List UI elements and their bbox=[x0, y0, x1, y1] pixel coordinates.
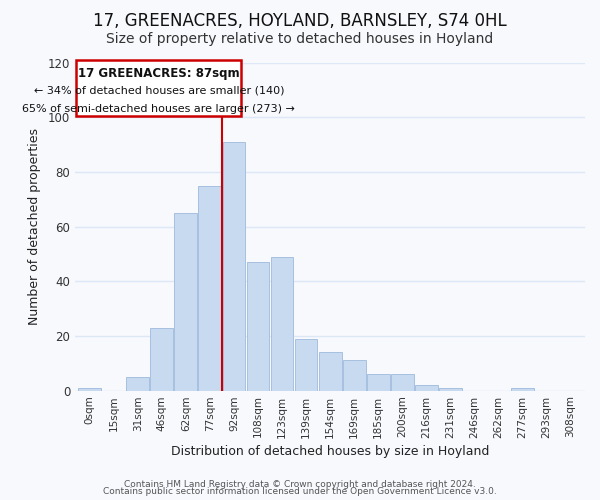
Bar bbox=[367, 374, 389, 390]
Bar bbox=[391, 374, 413, 390]
Text: 17, GREENACRES, HOYLAND, BARNSLEY, S74 0HL: 17, GREENACRES, HOYLAND, BARNSLEY, S74 0… bbox=[93, 12, 507, 30]
Text: Size of property relative to detached houses in Hoyland: Size of property relative to detached ho… bbox=[106, 32, 494, 46]
Bar bbox=[175, 213, 197, 390]
Bar bbox=[78, 388, 101, 390]
Bar bbox=[319, 352, 341, 391]
Bar bbox=[343, 360, 365, 390]
Bar bbox=[439, 388, 462, 390]
Text: 65% of semi-detached houses are larger (273) →: 65% of semi-detached houses are larger (… bbox=[22, 104, 295, 114]
Y-axis label: Number of detached properties: Number of detached properties bbox=[28, 128, 41, 325]
Bar bbox=[199, 186, 221, 390]
FancyBboxPatch shape bbox=[76, 60, 241, 116]
Bar bbox=[127, 377, 149, 390]
Text: Contains HM Land Registry data © Crown copyright and database right 2024.: Contains HM Land Registry data © Crown c… bbox=[124, 480, 476, 489]
Bar bbox=[151, 328, 173, 390]
Text: Contains public sector information licensed under the Open Government Licence v3: Contains public sector information licen… bbox=[103, 488, 497, 496]
Bar bbox=[271, 256, 293, 390]
X-axis label: Distribution of detached houses by size in Hoyland: Distribution of detached houses by size … bbox=[171, 444, 489, 458]
Bar bbox=[295, 338, 317, 390]
Bar bbox=[247, 262, 269, 390]
Bar bbox=[223, 142, 245, 390]
Text: ← 34% of detached houses are smaller (140): ← 34% of detached houses are smaller (14… bbox=[34, 86, 284, 96]
Bar bbox=[511, 388, 534, 390]
Bar bbox=[415, 385, 438, 390]
Text: 17 GREENACRES: 87sqm: 17 GREENACRES: 87sqm bbox=[78, 66, 239, 80]
